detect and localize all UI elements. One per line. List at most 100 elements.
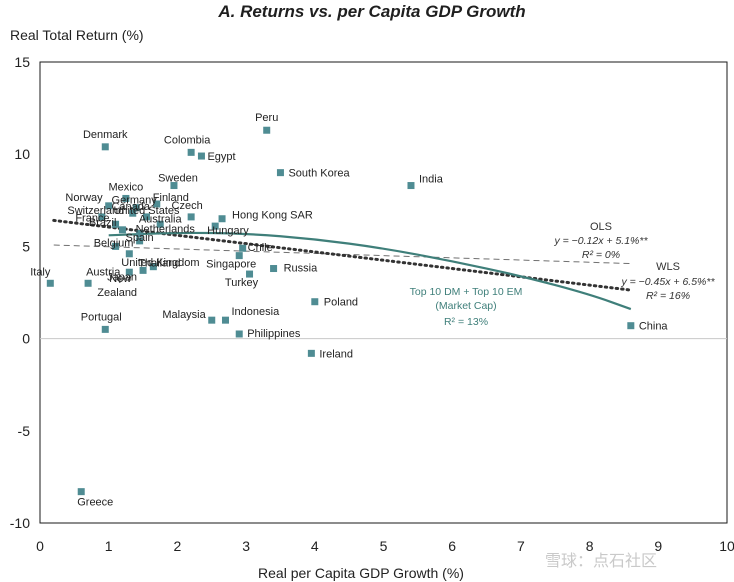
ols-r-squared: R² = 0% xyxy=(582,249,620,261)
data-point-new-zealand xyxy=(125,268,133,276)
x-tick-label: 10 xyxy=(719,538,734,554)
point-label: Spain xyxy=(126,232,154,244)
point-label: Norway xyxy=(65,192,103,204)
wls-fit-line xyxy=(52,218,633,292)
data-point-hong-kong-sar xyxy=(218,215,226,223)
y-tick-label: -10 xyxy=(10,515,30,531)
data-point-singapore xyxy=(235,252,243,260)
data-point-mexico xyxy=(122,194,130,202)
point-label: United States xyxy=(113,205,180,217)
market-cap-fit-curve xyxy=(108,231,632,311)
point-label: Switzerland xyxy=(67,205,124,217)
data-point-hungary xyxy=(211,222,219,230)
point-label: Finland xyxy=(153,192,189,204)
data-point-japan xyxy=(139,266,147,274)
ols-fit-line xyxy=(53,244,631,265)
curve-label-line2: (Market Cap) xyxy=(435,300,496,312)
y-tick-label: -5 xyxy=(18,423,31,439)
point-label: Italy xyxy=(30,266,51,278)
wls-equation: y = −0.45x + 6.5%** xyxy=(620,276,715,288)
x-tick-label: 1 xyxy=(105,538,113,554)
chart-title: A. Returns vs. per Capita GDP Growth xyxy=(217,2,525,21)
point-label: Malaysia xyxy=(162,309,206,321)
point-label: Canada xyxy=(111,201,150,213)
point-label: Peru xyxy=(255,112,278,124)
point-label: Egypt xyxy=(207,151,235,163)
point-label: Portugal xyxy=(81,311,122,323)
data-point-germany xyxy=(132,204,140,212)
x-axis-title: Real per Capita GDP Growth (%) xyxy=(258,565,464,581)
data-point-finland xyxy=(153,200,161,208)
data-point-czech xyxy=(187,213,195,221)
y-tick-label: 10 xyxy=(14,146,30,162)
x-tick-label: 7 xyxy=(517,538,525,554)
data-point-denmark xyxy=(101,143,109,151)
data-point-australia xyxy=(156,220,164,228)
data-point-chile xyxy=(239,244,247,252)
point-label: Thailand xyxy=(138,258,180,270)
point-label: Colombia xyxy=(164,134,211,146)
data-point-egypt xyxy=(197,152,205,160)
data-point-russia xyxy=(270,265,278,273)
point-label: South Korea xyxy=(288,168,350,180)
point-label: Mexico xyxy=(108,181,143,193)
x-tick-label: 2 xyxy=(174,538,182,554)
point-label: Chile xyxy=(248,242,273,254)
x-tick-label: 0 xyxy=(36,538,44,554)
data-point-indonesia xyxy=(221,316,229,324)
point-label: Greece xyxy=(77,497,113,509)
data-point-portugal xyxy=(101,325,109,333)
watermark: 雪球：点石社区 xyxy=(545,552,657,570)
data-point-peru xyxy=(263,126,271,134)
data-point-china xyxy=(627,322,635,330)
point-label: France xyxy=(75,212,109,224)
point-label: Hungary xyxy=(207,225,249,237)
data-point-philippines xyxy=(235,330,243,338)
point-label: Philippines xyxy=(247,328,301,340)
ols-equation: y = −0.12x + 5.1%** xyxy=(553,235,648,247)
data-point-canada xyxy=(129,209,137,217)
data-point-austria xyxy=(84,279,92,287)
x-tick-label: 9 xyxy=(654,538,662,554)
point-label: Sweden xyxy=(158,173,198,185)
data-point-greece xyxy=(77,488,85,496)
point-label: India xyxy=(419,174,444,186)
point-label: China xyxy=(639,321,669,333)
data-point-spain xyxy=(136,237,144,245)
plot-area-frame xyxy=(39,61,728,524)
y-tick-label: 0 xyxy=(22,331,30,347)
point-label: Japan xyxy=(107,271,137,283)
x-tick-label: 8 xyxy=(586,538,594,554)
point-label: United Kingdom xyxy=(121,257,199,269)
point-label: Austria xyxy=(86,266,121,278)
point-label: Australia xyxy=(139,213,183,225)
data-point-united-states xyxy=(142,213,150,221)
point-label: Russia xyxy=(284,263,319,275)
data-point-colombia xyxy=(187,148,195,156)
curve-label-line1: Top 10 DM + Top 10 EM xyxy=(410,286,523,298)
ols-label: OLS xyxy=(590,221,612,233)
data-point-india xyxy=(407,182,415,190)
data-point-switzerland xyxy=(98,213,106,221)
data-point-norway xyxy=(105,202,113,210)
x-tick-label: 4 xyxy=(311,538,319,554)
point-label: New Zealand xyxy=(97,273,137,299)
data-point-turkey xyxy=(246,270,254,278)
point-label: Turkey xyxy=(225,277,259,289)
data-point-france xyxy=(112,220,120,228)
data-point-south-korea xyxy=(276,169,284,177)
x-tick-label: 3 xyxy=(242,538,250,554)
x-tick-label: 6 xyxy=(448,538,456,554)
data-point-brazil xyxy=(118,226,126,234)
x-tick-label: 5 xyxy=(380,538,388,554)
wls-r-squared: R² = 16% xyxy=(646,290,690,302)
wls-label: WLS xyxy=(656,261,680,273)
point-label: Singapore xyxy=(206,259,256,271)
y-tick-label: 5 xyxy=(22,238,30,254)
point-label: Belgium xyxy=(94,237,134,249)
data-point-belgium xyxy=(112,242,120,250)
point-label: Ireland xyxy=(319,348,353,360)
data-point-poland xyxy=(311,298,319,306)
point-label: Poland xyxy=(324,297,358,309)
